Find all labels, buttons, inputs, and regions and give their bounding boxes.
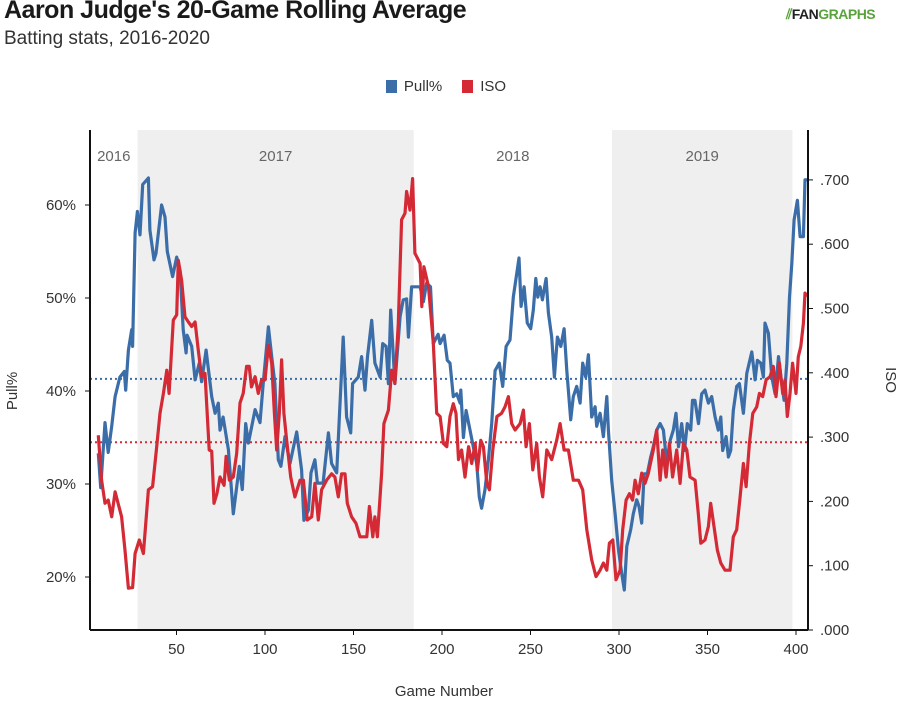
y-right-tick-label: .500 bbox=[820, 301, 849, 318]
y-left-tick-label: 60% bbox=[46, 197, 76, 214]
x-axis-label: Game Number bbox=[395, 683, 493, 700]
series-line-iso bbox=[96, 177, 809, 590]
chart-title: Aaron Judge's 20-Game Rolling Average bbox=[4, 0, 467, 24]
fangraphs-logo: ⫽FANGRAPHS bbox=[786, 6, 876, 22]
y-right-tick-label: .700 bbox=[820, 172, 849, 189]
x-tick-label: 250 bbox=[518, 641, 543, 658]
legend-item-iso: ISO bbox=[462, 78, 506, 95]
y-right-tick-label: .300 bbox=[820, 429, 849, 446]
x-tick-label: 100 bbox=[252, 641, 277, 658]
legend-swatch-iso bbox=[462, 80, 474, 93]
logo-player-icon: ⫽ bbox=[786, 6, 792, 22]
x-tick-label: 350 bbox=[695, 641, 720, 658]
season-label-2019: 2019 bbox=[686, 148, 719, 165]
y-right-tick-label: .600 bbox=[820, 236, 849, 253]
season-label-2018: 2018 bbox=[496, 148, 529, 165]
x-tick-label: 400 bbox=[783, 641, 808, 658]
y-axis-right-label: ISO bbox=[882, 367, 899, 393]
y-right-tick-label: .100 bbox=[820, 558, 849, 575]
y-right-tick-label: .400 bbox=[820, 365, 849, 382]
y-right-tick-label: .000 bbox=[820, 622, 849, 639]
x-tick-label: 200 bbox=[429, 641, 454, 658]
y-left-tick-label: 50% bbox=[46, 290, 76, 307]
y-axis-left-label: Pull% bbox=[4, 372, 21, 410]
legend-item-pull: Pull% bbox=[385, 78, 442, 95]
season-label-2017: 2017 bbox=[259, 148, 292, 165]
y-left-tick-label: 30% bbox=[46, 476, 76, 493]
x-tick-label: 300 bbox=[606, 641, 631, 658]
chart-subtitle: Batting stats, 2016-2020 bbox=[4, 28, 210, 49]
x-tick-label: 50 bbox=[168, 641, 185, 658]
legend: Pull% ISO bbox=[0, 78, 900, 95]
season-band-2019 bbox=[611, 130, 793, 630]
y-left-tick-label: 20% bbox=[46, 569, 76, 586]
y-right-tick-label: .200 bbox=[820, 493, 849, 510]
legend-swatch-pull bbox=[385, 80, 397, 93]
series-line-pull bbox=[96, 176, 809, 592]
season-label-2016: 2016 bbox=[97, 148, 130, 165]
x-tick-label: 150 bbox=[341, 641, 366, 658]
y-left-tick-label: 40% bbox=[46, 383, 76, 400]
